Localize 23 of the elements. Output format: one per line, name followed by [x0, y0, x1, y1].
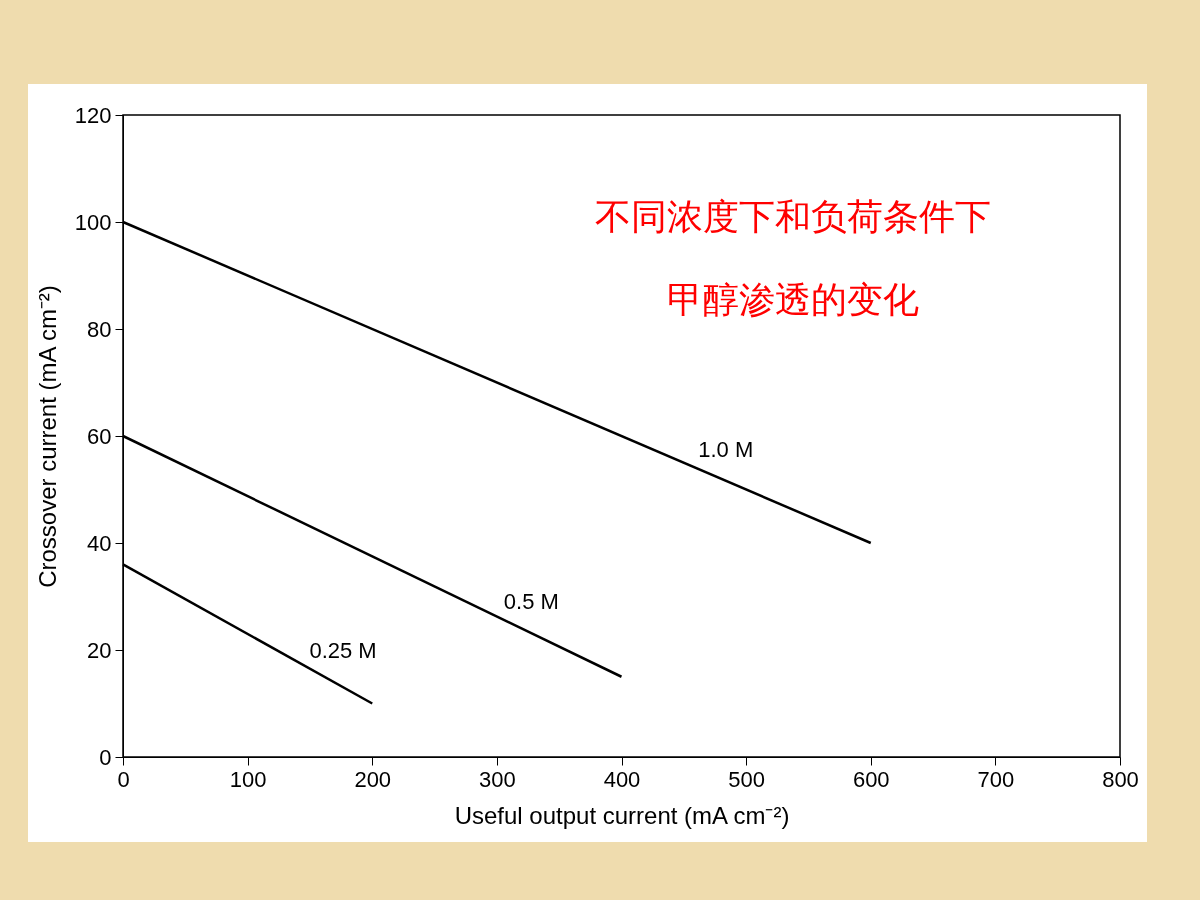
series-label: 0.5 M: [503, 588, 559, 614]
y-axis-title: Crossover current (mA cm⁻²): [33, 285, 61, 588]
y-tick-label: 0: [99, 744, 112, 770]
x-tick-label: 100: [229, 766, 267, 792]
y-tick-label: 60: [87, 423, 112, 449]
x-tick-label: 800: [1102, 766, 1139, 792]
series-label: 1.0 M: [698, 437, 754, 463]
y-tick-label: 100: [74, 209, 112, 235]
x-tick-label: 400: [603, 766, 641, 792]
x-tick-label: 300: [479, 766, 516, 792]
annotation: 不同浓度下和负荷条件下: [595, 197, 991, 237]
x-tick-label: 0: [117, 766, 130, 792]
y-tick-label: 20: [87, 637, 112, 663]
x-tick-label: 500: [728, 766, 765, 792]
x-tick-label: 200: [354, 766, 392, 792]
annotation: 甲醇渗透的变化: [667, 280, 919, 320]
y-tick-label: 120: [74, 102, 112, 128]
x-tick-label: 600: [852, 766, 890, 792]
series-label: 0.25 M: [309, 637, 377, 663]
y-tick-label: 40: [87, 530, 112, 556]
y-tick-label: 80: [87, 316, 112, 342]
x-axis-title: Useful output current (mA cm⁻²): [454, 801, 790, 829]
x-tick-label: 700: [977, 766, 1015, 792]
